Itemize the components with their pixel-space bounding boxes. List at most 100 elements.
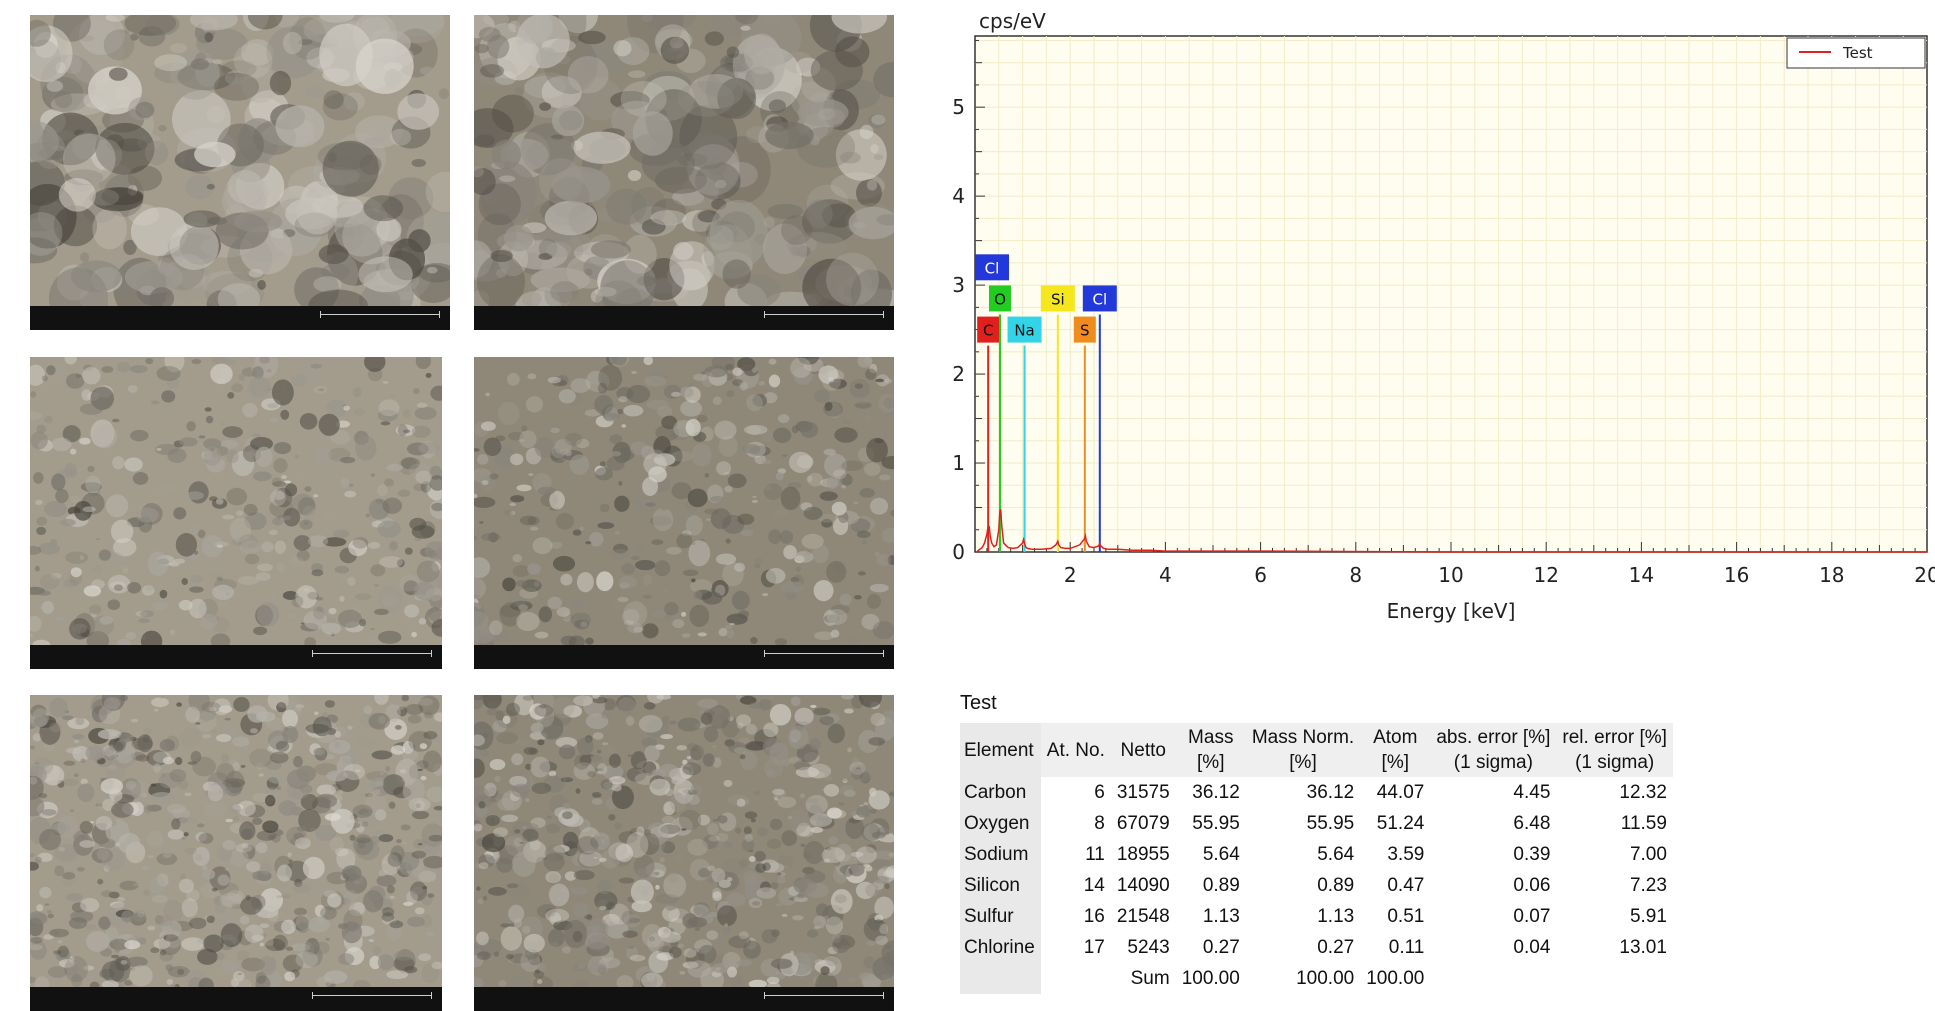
cell-netto: 21548 [1116, 906, 1170, 927]
sem-texture [474, 15, 894, 328]
cell-netto: 14090 [1116, 875, 1170, 896]
header-element: Element [960, 723, 1041, 777]
element-label-box-c [977, 316, 1000, 343]
x-tick-label: 6 [1254, 563, 1267, 587]
x-tick-label: 16 [1724, 563, 1749, 587]
sem-scale-bar [312, 650, 432, 660]
element-label-box-si [1040, 285, 1075, 312]
x-axis-title: Energy [keV] [1387, 599, 1516, 623]
sem-scale-bar [320, 311, 440, 321]
element-label-c: C [983, 322, 993, 340]
cell-sum-mass-norm: 100.00 [1296, 968, 1355, 989]
cell-mass-norm: 1.13 [1317, 906, 1355, 927]
cell-netto: 31575 [1116, 782, 1170, 803]
cell-atom: 0.51 [1387, 906, 1425, 927]
sem-info-bar [30, 306, 450, 330]
cell-at-no: 14 [1083, 875, 1105, 896]
cell-mass: 5.64 [1202, 844, 1240, 865]
header-mass-norm-bottom: [%] [1289, 752, 1317, 773]
cell-sum-atom: 100.00 [1366, 968, 1425, 989]
cell-rel-error: 13.01 [1619, 937, 1667, 958]
cell-mass-norm: 0.27 [1317, 937, 1355, 958]
quantification-table: Test Element At. No. Netto Mass [%] Mass … [960, 692, 1673, 994]
cell-mass-norm: 5.64 [1317, 844, 1355, 865]
x-tick-label: 2 [1064, 563, 1077, 587]
header-abs-error-bottom: (1 sigma) [1453, 752, 1533, 773]
table-row: Carbon 6 31575 36.12 36.12 44.07 4.45 12… [960, 777, 1673, 808]
y-tick-label: 5 [952, 95, 965, 119]
y-tick-label: 2 [952, 362, 965, 386]
header-mass-top: Mass [1188, 727, 1234, 748]
cell-mass-norm: 36.12 [1306, 782, 1355, 803]
header-at-no: At. No. [1040, 723, 1111, 777]
sem-info-bar [30, 987, 442, 1011]
results-table: Element At. No. Netto Mass [%] Mass Norm.… [960, 723, 1673, 994]
cell-empty [1556, 963, 1673, 994]
x-tick-label: 14 [1629, 563, 1654, 587]
x-tick-label: 8 [1349, 563, 1362, 587]
cell-element: Sodium [960, 839, 1041, 870]
sem-image-4 [474, 357, 894, 669]
cell-mass-norm: 0.89 [1317, 875, 1355, 896]
sem-image-2 [474, 15, 894, 330]
x-tick-label: 12 [1533, 563, 1558, 587]
series-line-test [976, 509, 1927, 553]
y-axis-title: cps/eV [979, 9, 1046, 33]
sem-texture [30, 357, 442, 652]
cell-abs-error: 0.06 [1513, 875, 1551, 896]
cell-element: Silicon [960, 870, 1041, 901]
sem-image-3 [30, 357, 442, 669]
table-row: Chlorine 17 5243 0.27 0.27 0.11 0.04 13.… [960, 932, 1673, 963]
table-row: Sodium 11 18955 5.64 5.64 3.59 0.39 7.00 [960, 839, 1673, 870]
sem-scale-bar [764, 650, 884, 660]
element-label-box-na [1007, 316, 1042, 343]
cell-at-no: 8 [1094, 813, 1105, 834]
cell-element: Carbon [960, 777, 1041, 808]
y-tick-label: 3 [952, 273, 965, 297]
cell-rel-error: 11.59 [1620, 813, 1667, 834]
header-rel-error: rel. error [%] (1 sigma) [1556, 723, 1673, 777]
cell-abs-error: 0.07 [1513, 906, 1551, 927]
cell-atom: 0.11 [1388, 937, 1425, 958]
cell-empty [1430, 963, 1556, 994]
cell-atom: 0.47 [1387, 875, 1425, 896]
header-abs-error-top: abs. error [%] [1436, 727, 1551, 748]
element-label-s: S [1080, 322, 1090, 340]
element-label-cl: Cl [985, 259, 1000, 277]
sem-texture [30, 695, 442, 995]
grid [975, 36, 1927, 552]
table-header-row: Element At. No. Netto Mass [%] Mass Norm.… [960, 723, 1673, 777]
sem-info-bar [474, 306, 894, 330]
cell-netto: 67079 [1116, 813, 1170, 834]
element-label-box-s [1073, 316, 1096, 343]
sem-image-6 [474, 695, 894, 1011]
cell-empty [960, 963, 1041, 994]
table-title: Test [960, 692, 997, 714]
cell-atom: 3.59 [1387, 844, 1425, 865]
y-tick-label: 1 [952, 451, 965, 475]
cell-rel-error: 7.00 [1629, 844, 1667, 865]
header-rel-error-bottom: (1 sigma) [1575, 752, 1655, 773]
cell-abs-error: 4.45 [1513, 782, 1551, 803]
cell-element: Sulfur [960, 901, 1041, 932]
y-tick-label: 4 [952, 184, 965, 208]
cell-atom: 44.07 [1376, 782, 1425, 803]
x-tick-label: 4 [1159, 563, 1172, 587]
cell-mass: 36.12 [1192, 782, 1240, 803]
cell-element: Oxygen [960, 808, 1041, 839]
sem-info-bar [30, 645, 442, 669]
cell-mass: 0.27 [1202, 937, 1240, 958]
cell-at-no: 16 [1083, 906, 1105, 927]
x-tick-label: 10 [1438, 563, 1463, 587]
table-row: Oxygen 8 67079 55.95 55.95 51.24 6.48 11… [960, 808, 1673, 839]
legend: Test [1786, 37, 1926, 69]
header-abs-error: abs. error [%] (1 sigma) [1430, 723, 1557, 777]
sem-texture [30, 15, 450, 330]
sem-image-5 [30, 695, 442, 1011]
cell-abs-error: 6.48 [1513, 813, 1551, 834]
header-mass-norm: Mass Norm. [%] [1245, 723, 1361, 777]
cell-netto: 18955 [1116, 844, 1170, 865]
cell-at-no: 17 [1083, 937, 1105, 958]
cell-mass: 55.95 [1192, 813, 1240, 834]
